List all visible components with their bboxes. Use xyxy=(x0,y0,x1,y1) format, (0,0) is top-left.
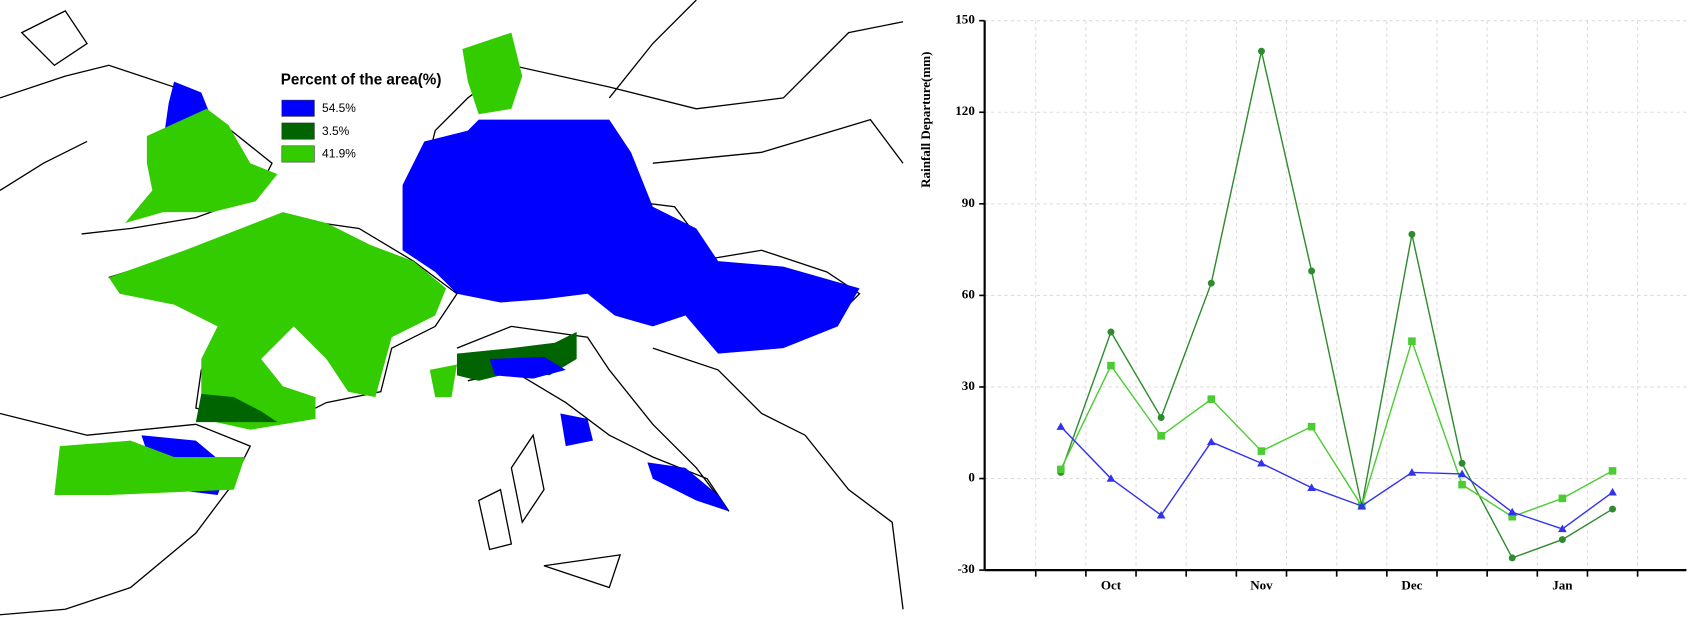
marker xyxy=(1057,465,1065,474)
x-tick-label: Nov xyxy=(1250,577,1273,592)
area-blue xyxy=(141,81,860,512)
marker xyxy=(1558,494,1567,503)
marker xyxy=(1307,483,1316,491)
marker xyxy=(1156,510,1166,519)
area-darkgreen xyxy=(195,331,577,423)
legend-swatch xyxy=(281,99,315,117)
legend-label: 54.5% xyxy=(322,101,356,115)
x-tick-label: Oct xyxy=(1101,577,1122,592)
series-line xyxy=(1060,338,1613,518)
legend-label: 41.9% xyxy=(322,147,356,161)
marker xyxy=(1157,414,1165,421)
marker xyxy=(1207,279,1215,287)
marker xyxy=(1508,554,1516,562)
area-green xyxy=(54,32,523,496)
marker xyxy=(1107,328,1115,336)
y-tick-label: -30 xyxy=(957,561,975,576)
marker xyxy=(1408,230,1416,238)
x-tick-label: Dec xyxy=(1401,577,1422,592)
chart: Rainfall Departure(mm) -30 0 30 60 90 120 150 O… xyxy=(918,12,1687,592)
marker xyxy=(1257,447,1266,455)
marker xyxy=(1157,432,1165,440)
marker xyxy=(1508,512,1517,521)
marker xyxy=(1307,422,1316,431)
marker xyxy=(1558,524,1567,533)
y-tick-label: 60 xyxy=(962,286,976,301)
y-tick-label: 30 xyxy=(962,378,976,393)
marker xyxy=(1507,507,1517,516)
y-tick-label: 120 xyxy=(955,103,975,118)
marker xyxy=(1407,468,1417,476)
map: Percent of the area(%) 54.5% 3.5% 41.9% xyxy=(0,0,904,616)
marker xyxy=(1056,422,1066,430)
marker xyxy=(1608,487,1617,496)
y-axis-label: Rainfall Departure(mm) xyxy=(918,51,933,187)
marker xyxy=(1107,361,1115,370)
marker xyxy=(1608,467,1617,475)
marker xyxy=(1206,437,1216,446)
area-blue-alps xyxy=(489,356,566,379)
legend-title: Percent of the area(%) xyxy=(281,72,442,89)
series-line xyxy=(1060,426,1613,530)
marker xyxy=(1558,536,1566,544)
marker xyxy=(1458,459,1466,467)
legend-swatch xyxy=(281,145,315,163)
marker xyxy=(1257,47,1265,55)
marker xyxy=(1457,469,1467,478)
marker xyxy=(1308,267,1316,275)
y-tick-label: 0 xyxy=(968,470,975,485)
y-tick-label: 150 xyxy=(955,12,975,27)
marker xyxy=(1106,474,1116,482)
marker xyxy=(1357,501,1367,510)
legend-label: 3.5% xyxy=(322,124,350,138)
marker xyxy=(1458,480,1466,489)
marker xyxy=(1207,395,1216,403)
series-line xyxy=(1060,51,1613,559)
x-tick-label: Jan xyxy=(1552,577,1573,592)
legend: 54.5% 3.5% 41.9% xyxy=(281,99,356,163)
legend-swatch xyxy=(281,122,315,140)
marker xyxy=(1408,337,1416,345)
marker xyxy=(1609,505,1617,513)
marker xyxy=(1257,458,1266,467)
y-tick-label: 90 xyxy=(962,195,976,210)
